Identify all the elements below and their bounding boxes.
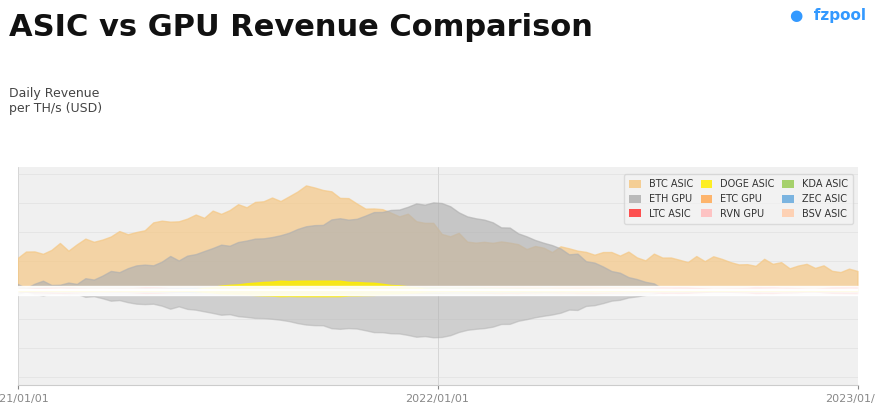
- Text: ●  fzpool: ● fzpool: [790, 8, 866, 23]
- Text: Daily Revenue
per TH/s (USD): Daily Revenue per TH/s (USD): [9, 87, 102, 115]
- Text: ASIC vs GPU Revenue Comparison: ASIC vs GPU Revenue Comparison: [9, 13, 592, 42]
- Legend: BTC ASIC, ETH GPU, LTC ASIC, DOGE ASIC, ETC GPU, RVN GPU, KDA ASIC, ZEC ASIC, BS: BTC ASIC, ETH GPU, LTC ASIC, DOGE ASIC, …: [625, 174, 852, 224]
